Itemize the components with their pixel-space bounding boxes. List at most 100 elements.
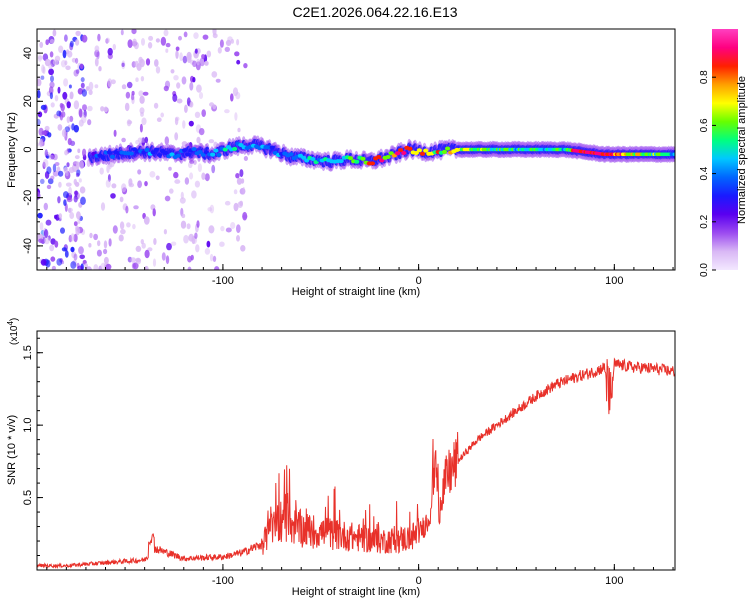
snr-scale-close: ) (9, 318, 20, 321)
track-core (376, 155, 382, 159)
track-core (338, 159, 344, 164)
noise-blob (230, 222, 236, 229)
noise-blob (75, 172, 80, 178)
noise-blob (85, 86, 90, 91)
track-core (379, 158, 385, 163)
track-core (185, 152, 191, 157)
noise-blob (80, 77, 85, 83)
spectrogram-signal-track (91, 141, 675, 166)
snr-scale-exponent: 4 (6, 321, 15, 326)
noise-blob (202, 34, 209, 40)
noise-blob (191, 190, 197, 199)
colorbar-gradient (712, 29, 738, 270)
colorbar-axes: 0.0 0.2 0.4 0.6 0.8 (699, 70, 716, 277)
noise-blob (38, 238, 44, 244)
noise-blob (155, 38, 160, 43)
noise-blob (54, 95, 59, 102)
noise-blob (75, 57, 79, 64)
noise-blob (163, 229, 167, 235)
noise-blob (169, 188, 174, 194)
figure-title: C2E1.2026.064.22.16.E13 (292, 4, 457, 20)
noise-blob (240, 178, 245, 184)
snr-panel: -100 0 100 0.5 1.0 1.5 SNR (10 * v/v) Height … (6, 318, 676, 598)
noise-blob (81, 34, 88, 43)
noise-blob (201, 172, 206, 180)
noise-blob (224, 109, 230, 114)
noise-blob (121, 137, 126, 143)
noise-blob (230, 93, 234, 102)
noise-blob (136, 258, 141, 265)
noise-blob (142, 91, 149, 96)
track-core (109, 154, 116, 159)
noise-blob (73, 233, 78, 243)
noise-blob (233, 202, 239, 212)
noise-blob (144, 265, 149, 270)
y-tick-label: 0.5 (22, 490, 34, 505)
noise-blob (152, 208, 156, 217)
noise-blob (69, 115, 74, 122)
noise-blob (49, 81, 55, 88)
noise-blob (161, 252, 166, 261)
noise-blob (82, 148, 87, 157)
track-core (288, 152, 294, 157)
noise-blob (70, 233, 75, 242)
noise-blob (75, 39, 80, 46)
noise-blob (193, 32, 199, 39)
noise-blob (127, 39, 133, 48)
noise-blob (194, 111, 201, 119)
noise-blob (236, 235, 240, 242)
noise-blob (47, 178, 54, 185)
track-core (301, 155, 307, 160)
noise-blob (166, 242, 172, 251)
track-core (175, 153, 181, 158)
noise-blob (78, 246, 84, 255)
noise-blob (113, 129, 117, 137)
noise-blob (37, 111, 43, 118)
track-core (423, 148, 429, 153)
noise-blob (68, 186, 72, 196)
noise-blob (175, 50, 179, 59)
noise-blob (121, 62, 125, 67)
noise-blob (211, 164, 216, 174)
noise-blob (112, 43, 117, 51)
noise-blob (143, 216, 150, 225)
track-core (394, 151, 401, 156)
noise-blob (73, 100, 80, 110)
noise-blob (68, 207, 72, 213)
noise-blob (81, 114, 87, 124)
track-core (163, 150, 169, 155)
noise-blob (194, 232, 198, 239)
track-core (216, 152, 222, 157)
noise-blob (174, 132, 179, 141)
x-tick-label: 0 (416, 275, 422, 287)
noise-blob (51, 265, 56, 270)
track-core (182, 148, 188, 153)
noise-blob (112, 225, 118, 234)
noise-blob (107, 78, 113, 88)
noise-blob (88, 81, 94, 91)
noise-blob (69, 40, 74, 48)
noise-blob (107, 174, 111, 182)
noise-blob (196, 84, 202, 93)
noise-blob (148, 35, 154, 41)
noise-blob (152, 258, 157, 267)
noise-blob (144, 249, 150, 259)
noise-blob (46, 184, 52, 190)
spectrogram-noise-layer (37, 29, 248, 270)
noise-blob (39, 138, 43, 148)
noise-blob (235, 91, 241, 100)
noise-blob (224, 200, 231, 206)
noise-blob (96, 249, 102, 257)
noise-blob (58, 213, 63, 219)
noise-blob (98, 265, 103, 270)
noise-blob (120, 229, 126, 235)
noise-blob (176, 82, 181, 89)
noise-blob (50, 102, 55, 108)
track-core (106, 150, 112, 155)
snr-series-line (37, 357, 675, 570)
noise-blob (168, 166, 172, 171)
noise-blob (132, 223, 136, 230)
noise-blob (214, 266, 220, 270)
noise-blob (37, 76, 41, 84)
